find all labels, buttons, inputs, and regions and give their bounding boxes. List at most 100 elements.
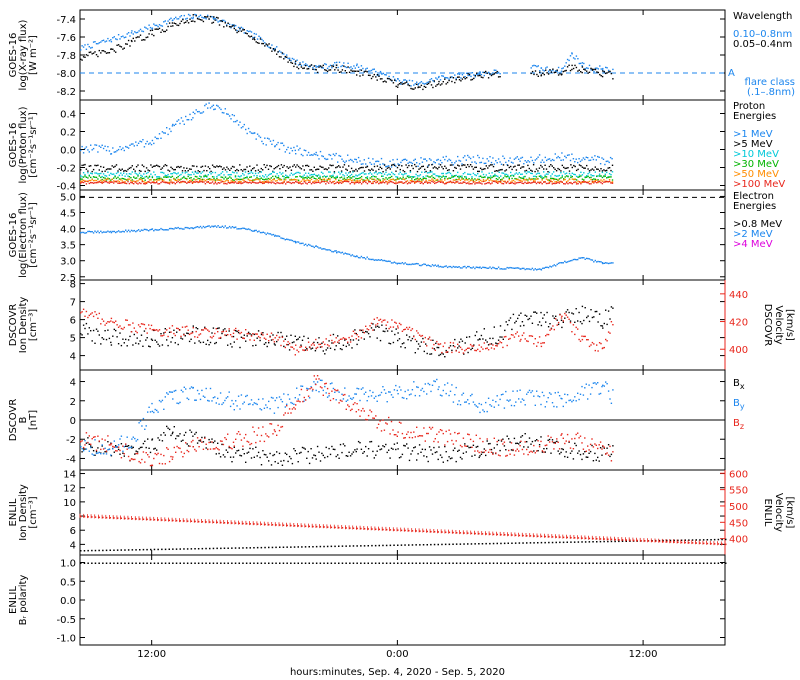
- data-point: [587, 168, 589, 170]
- data-point: [148, 143, 150, 145]
- data-point: [268, 340, 270, 342]
- data-point: [347, 341, 349, 343]
- data-point: [458, 165, 460, 167]
- data-point: [243, 179, 245, 182]
- data-point: [164, 396, 166, 398]
- data-point: [231, 114, 234, 116]
- data-point: [315, 178, 317, 180]
- data-point: [531, 181, 533, 184]
- data-point: [201, 181, 204, 183]
- data-point: [92, 315, 95, 318]
- data-point: [359, 329, 361, 332]
- series-4: [80, 175, 614, 181]
- data-point: [457, 403, 459, 406]
- data-point: [137, 175, 139, 177]
- data-point: [532, 181, 535, 183]
- data-point: [378, 326, 380, 328]
- data-point: [412, 180, 414, 183]
- data-point: [552, 68, 554, 70]
- data-point: [515, 267, 517, 269]
- data-point: [317, 174, 320, 176]
- data-point: [403, 79, 405, 81]
- data-point: [107, 321, 109, 323]
- data-point: [299, 175, 301, 177]
- data-point: [540, 67, 543, 69]
- data-point: [131, 447, 133, 449]
- data-point: [154, 24, 156, 27]
- data-point: [372, 175, 374, 177]
- data-point: [164, 434, 166, 436]
- data-point: [492, 175, 495, 177]
- data-point: [101, 170, 103, 173]
- data-point: [495, 401, 497, 403]
- data-point: [408, 182, 410, 184]
- data-point: [117, 444, 120, 446]
- data-point: [585, 156, 587, 158]
- data-point: [137, 183, 139, 185]
- data-point: [296, 349, 298, 351]
- data-point: [546, 159, 548, 162]
- data-point: [350, 66, 352, 68]
- data-point: [493, 267, 495, 269]
- data-point: [550, 452, 552, 454]
- data-point: [413, 84, 415, 86]
- data-point: [221, 443, 223, 446]
- data-point: [130, 173, 132, 175]
- data-point: [533, 311, 535, 313]
- data-point: [81, 181, 83, 183]
- data-point: [138, 169, 141, 172]
- data-point: [144, 440, 146, 442]
- data-point: [150, 338, 153, 340]
- data-point: [221, 225, 224, 227]
- data-point: [563, 178, 565, 180]
- data-point: [146, 337, 148, 339]
- data-point: [398, 80, 401, 82]
- data-point: [494, 173, 496, 176]
- data-point: [112, 335, 114, 337]
- data-point: [252, 38, 254, 40]
- data-point: [322, 172, 324, 175]
- data-point: [545, 335, 547, 337]
- data-point: [207, 329, 209, 331]
- data-point: [117, 180, 119, 182]
- data-point: [329, 154, 332, 157]
- data-point: [306, 245, 308, 247]
- data-point: [151, 329, 154, 331]
- data-point: [573, 173, 575, 175]
- data-point: [356, 63, 358, 65]
- data-point: [413, 381, 415, 383]
- data-point: [383, 173, 386, 175]
- data-point: [594, 310, 596, 313]
- data-point: [183, 386, 185, 388]
- data-point: [452, 164, 455, 166]
- data-point: [297, 149, 300, 151]
- data-point: [429, 171, 432, 173]
- data-point: [566, 309, 569, 311]
- data-point: [606, 67, 608, 69]
- data-point: [523, 163, 525, 165]
- data-point: [333, 172, 336, 174]
- data-point: [553, 442, 555, 444]
- data-point: [292, 179, 294, 181]
- data-point: [430, 265, 432, 268]
- data-point: [305, 176, 307, 179]
- data-point: [116, 38, 118, 41]
- data-point: [236, 330, 238, 333]
- data-point: [446, 172, 449, 174]
- data-point: [427, 165, 429, 167]
- data-point: [186, 397, 188, 399]
- data-point: [449, 164, 452, 166]
- data-point: [88, 327, 90, 329]
- data-point: [201, 180, 204, 182]
- data-point: [471, 165, 473, 168]
- data-point: [182, 391, 184, 393]
- data-point: [584, 158, 586, 161]
- data-point: [312, 342, 314, 345]
- data-point: [392, 326, 395, 328]
- data-point: [568, 154, 570, 156]
- data-point: [477, 75, 479, 77]
- data-point: [555, 315, 557, 317]
- data-point: [534, 180, 536, 182]
- data-point: [556, 263, 558, 266]
- data-point: [554, 174, 556, 177]
